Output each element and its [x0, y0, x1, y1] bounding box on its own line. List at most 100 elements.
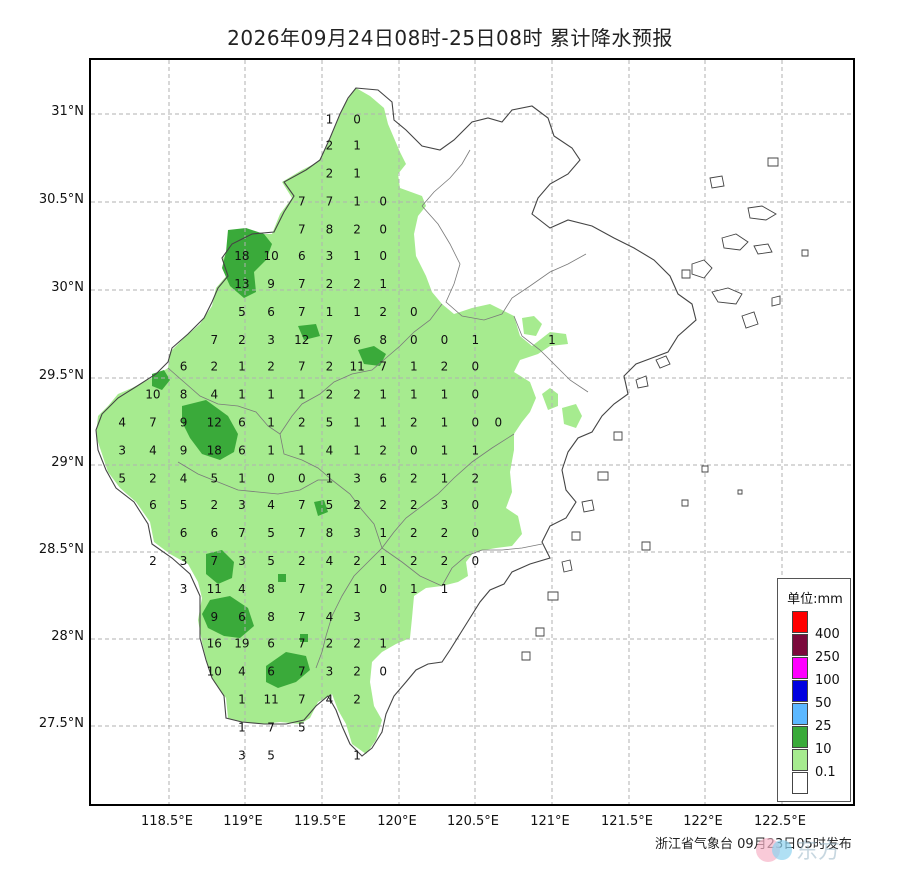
station-value: 4	[149, 444, 157, 458]
station-value: 4	[180, 472, 188, 486]
issuer-footer: 浙江省气象台 09月23日05时发布	[655, 837, 852, 852]
station-value: 1	[353, 249, 361, 263]
station-value: 2	[326, 582, 334, 596]
station-value: 7	[298, 359, 306, 373]
legend-swatch	[792, 726, 808, 748]
map-frame: 1 0 2 1 2 1 7 7 1 0 7 8 2 0 18 10 6 3 1 0 13 9 7 2 2 1 5 6 7 1 1 2 0 7 2 3 1…	[89, 58, 855, 806]
station-value: 18	[207, 444, 222, 458]
station-value: 1	[548, 333, 556, 347]
station-value: 5	[326, 498, 334, 512]
station-value: 3	[326, 665, 334, 679]
station-value: 7	[298, 582, 306, 596]
station-value: 19	[234, 636, 249, 650]
station-value: 5	[238, 305, 246, 319]
station-value: 6	[149, 498, 157, 512]
station-value: 1	[353, 749, 361, 763]
station-value: 2	[410, 526, 418, 540]
station-value: 3	[267, 333, 275, 347]
watermark-logo: 东方	[756, 838, 840, 864]
station-value: 7	[149, 416, 157, 430]
station-value: 7	[267, 721, 275, 735]
station-value: 1	[379, 636, 387, 650]
station-value: 1	[326, 305, 334, 319]
station-value: 7	[298, 610, 306, 624]
moderate-rain-area	[314, 500, 328, 516]
station-value: 5	[267, 749, 275, 763]
moderate-rain-area	[152, 370, 170, 390]
station-value: 9	[210, 610, 218, 624]
station-value: 6	[267, 636, 275, 650]
station-value: 7	[326, 333, 334, 347]
lon-label: 119°E	[223, 814, 263, 829]
station-value: 5	[180, 498, 188, 512]
station-value: 0	[379, 665, 387, 679]
legend-label: 250	[815, 650, 840, 665]
station-value: 7	[379, 359, 387, 373]
station-value: 2	[149, 472, 157, 486]
station-value: 2	[410, 498, 418, 512]
station-value: 8	[180, 388, 188, 402]
station-value: 16	[207, 636, 222, 650]
station-value: 2	[210, 498, 218, 512]
station-value: 2	[353, 388, 361, 402]
legend-swatch	[792, 772, 808, 794]
station-value: 5	[267, 554, 275, 568]
province-boundary	[95, 87, 697, 757]
lon-label: 121°E	[530, 814, 570, 829]
station-value: 4	[326, 444, 334, 458]
station-value: 1	[441, 582, 449, 596]
station-value: 1	[441, 416, 449, 430]
station-value: 6	[353, 333, 361, 347]
station-value: 8	[326, 526, 334, 540]
station-value: 4	[326, 610, 334, 624]
station-value: 12	[294, 333, 309, 347]
station-value: 3	[441, 498, 449, 512]
station-value: 4	[326, 554, 334, 568]
station-value: 3	[238, 498, 246, 512]
station-values: 1 02 12 17 7 1 07 8 2 018 10 6 3 1 013 9 7 2 2 15 6 7 1 1 2 07 2 3 1…	[118, 112, 555, 762]
station-value: 1	[441, 388, 449, 402]
station-value: 1	[379, 388, 387, 402]
station-value: 10	[207, 665, 222, 679]
station-value: 3	[180, 582, 188, 596]
lon-label: 120°E	[377, 814, 417, 829]
moderate-rain-area	[266, 652, 310, 688]
station-value: 1	[379, 416, 387, 430]
legend-label: 0.1	[815, 765, 836, 780]
station-value: 3	[118, 444, 126, 458]
station-value: 1	[238, 388, 246, 402]
station-value: 1	[298, 388, 306, 402]
station-value: 7	[298, 305, 306, 319]
moderate-rain-area	[182, 400, 238, 460]
station-value: 0	[471, 388, 479, 402]
station-value: 1	[353, 582, 361, 596]
station-value: 0	[410, 333, 418, 347]
station-value: 5	[118, 472, 126, 486]
station-value: 13	[234, 277, 249, 291]
station-value: 7	[298, 195, 306, 209]
station-value: 0	[353, 112, 361, 126]
legend-swatch	[792, 657, 808, 679]
station-value: 1	[441, 444, 449, 458]
station-value: 4	[238, 665, 246, 679]
moderate-rain-area	[206, 550, 234, 584]
station-value: 3	[180, 554, 188, 568]
station-value: 2	[298, 554, 306, 568]
legend-label: 100	[815, 673, 840, 688]
station-value: 7	[298, 526, 306, 540]
lat-label: 31°N	[51, 104, 84, 119]
station-value: 6	[267, 305, 275, 319]
station-value: 3	[353, 526, 361, 540]
station-value: 10	[263, 249, 278, 263]
station-value: 2	[238, 333, 246, 347]
station-value: 12	[207, 416, 222, 430]
station-value: 4	[326, 693, 334, 707]
station-value: 2	[379, 305, 387, 319]
station-value: 4	[238, 582, 246, 596]
station-value: 2	[379, 444, 387, 458]
station-value: 1	[238, 359, 246, 373]
moderate-rain-area	[298, 324, 320, 340]
moderate-rain-area	[222, 228, 272, 298]
station-value: 2	[326, 359, 334, 373]
station-value: 2	[326, 167, 334, 181]
